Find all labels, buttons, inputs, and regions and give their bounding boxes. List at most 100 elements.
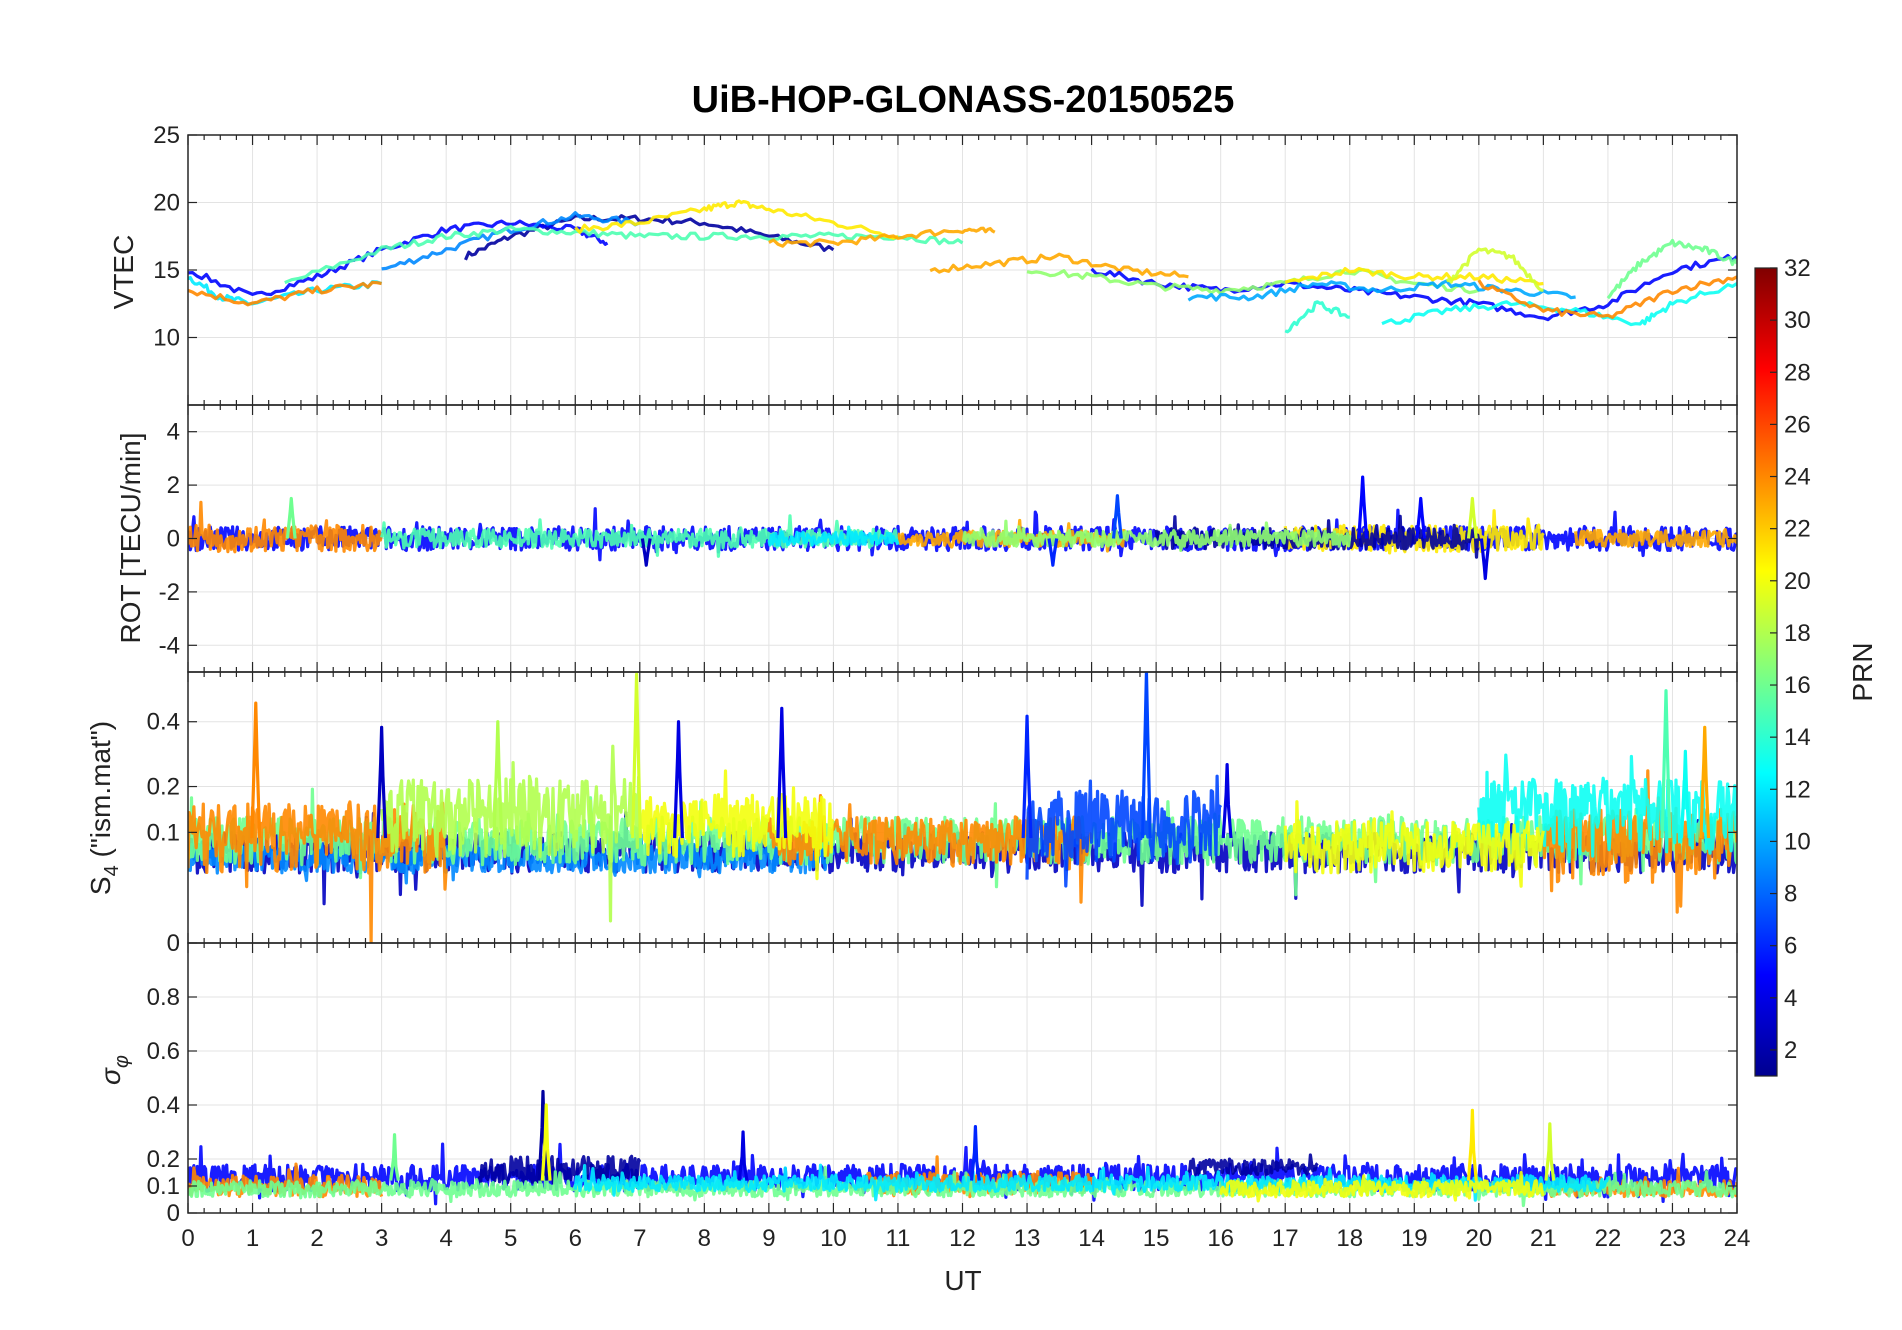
series-group — [188, 199, 1737, 334]
series-line-prn-15 — [380, 514, 900, 558]
y-tick-label: -4 — [159, 632, 180, 659]
series-line-prn-10 — [1187, 279, 1576, 302]
series-line-prn-2 — [1187, 1153, 1319, 1176]
y-tick-label: 4 — [167, 419, 180, 446]
series-line-prn-16 — [188, 1165, 1737, 1208]
y-tick-label: 0 — [167, 526, 180, 553]
rot-axis-label: ROT [TECU/min] — [115, 432, 146, 643]
sigma-axis-label: σφ — [95, 1055, 133, 1085]
x-tick-label: 21 — [1530, 1225, 1557, 1252]
x-tick-label: 11 — [885, 1225, 910, 1252]
spike-prn-4 — [673, 720, 684, 839]
spike-prn-3 — [640, 538, 652, 567]
y-tick-label: 20 — [153, 190, 180, 217]
panel-s4: 0 0.1 0.2 0.4 S4 ("ism.mat") — [85, 671, 1738, 957]
series-line-prn-23 — [768, 226, 996, 248]
x-tick-label: 4 — [439, 1225, 452, 1252]
series-line-prn-24 — [1477, 275, 1737, 319]
x-tick-label: 23 — [1659, 1225, 1686, 1252]
chart-title: UiB-HOP-GLONASS-20150525 — [692, 79, 1235, 121]
spike-prn-19 — [631, 672, 643, 839]
series-line-prn-19 — [1445, 247, 1544, 292]
series-line-prn-17 — [1026, 268, 1480, 296]
series-line-prn-5 — [188, 219, 609, 297]
spike-prn-4 — [737, 1130, 749, 1181]
colorbar-tick-label: 14 — [1784, 724, 1811, 751]
x-tick-label: 13 — [1014, 1225, 1041, 1252]
panel-rot: -4 -2 0 2 4 ROT [TECU/min] — [115, 404, 1738, 673]
x-tick-label: 17 — [1272, 1225, 1299, 1252]
series-line-prn-24 — [188, 280, 382, 307]
series-line-prn-13 — [1381, 282, 1737, 327]
x-tick-label: 14 — [1078, 1225, 1105, 1252]
colorbar-tick-label: 18 — [1784, 620, 1811, 647]
series-line-prn-20 — [638, 769, 835, 881]
colorbar-tick-label: 24 — [1784, 464, 1811, 491]
spike-prn-16 — [389, 1133, 400, 1181]
spike-prn-4 — [776, 706, 788, 839]
colorbar-tick-label: 4 — [1784, 985, 1797, 1012]
x-axis-ticks: 0 1 2 3 4 5 6 7 8 9 10 11 12 13 14 15 16 17 18 19 20 21 22 23 24 — [181, 1225, 1750, 1252]
s4-label-main: S — [85, 876, 116, 895]
series-line-prn-21 — [1284, 266, 1544, 286]
y-tick-label: 0 — [167, 930, 180, 957]
colorbar-tick-label: 22 — [1784, 516, 1811, 543]
spike-prn-4 — [1221, 763, 1233, 839]
x-tick-label: 6 — [569, 1225, 582, 1252]
y-tick-label: 0.4 — [147, 709, 180, 736]
s4-label-sub: 4 — [101, 865, 123, 876]
y-tick-label: 10 — [153, 325, 180, 352]
spike-prn-15 — [1660, 689, 1672, 839]
spike-prn-4 — [1479, 538, 1491, 581]
colorbar-tick-label: 30 — [1784, 307, 1811, 334]
x-axis-label: UT — [944, 1265, 981, 1296]
series-line-prn-18 — [380, 744, 642, 923]
colorbar-tick-label: 28 — [1784, 359, 1811, 386]
panel-vtec: 10 15 20 25 VTEC — [108, 122, 1738, 406]
spike-prn-23 — [1699, 725, 1711, 839]
y-tick-label: 25 — [153, 122, 180, 149]
series-line-prn-7 — [1025, 774, 1223, 888]
y-tick-label: 0.2 — [147, 774, 180, 801]
spike-prn-21 — [1466, 1108, 1478, 1181]
colorbar-tick-label: 10 — [1784, 828, 1811, 855]
spike-prn-20 — [540, 1103, 552, 1181]
spike-prn-24 — [250, 701, 262, 839]
spike-prn-7 — [1111, 494, 1123, 539]
x-tick-label: 16 — [1207, 1225, 1234, 1252]
y-tick-label: 0.2 — [147, 1146, 180, 1173]
series-line-prn-15 — [284, 224, 964, 285]
y-tick-label: 0.1 — [147, 1173, 180, 1200]
y-tick-label: -2 — [159, 579, 180, 606]
colorbar-tick-label: 20 — [1784, 568, 1811, 595]
spike-prn-6 — [1021, 714, 1033, 839]
y-tick-label: 0 — [167, 1200, 180, 1227]
x-tick-label: 3 — [375, 1225, 388, 1252]
colorbar-gradient — [1754, 267, 1778, 1077]
series-line-prn-16 — [1606, 238, 1737, 300]
spike-prn-6 — [1047, 538, 1059, 567]
x-tick-label: 19 — [1401, 1225, 1428, 1252]
y-tick-label: 0.4 — [147, 1092, 180, 1119]
x-tick-label: 9 — [762, 1225, 775, 1252]
spike-prn-18 — [492, 720, 504, 839]
y-tick-label: 0.8 — [147, 984, 180, 1011]
spike-prn-6 — [969, 1125, 981, 1181]
x-tick-label: 20 — [1465, 1225, 1492, 1252]
y-tick-label: 2 — [167, 472, 180, 499]
series-line-prn-23 — [929, 252, 1189, 279]
x-tick-label: 24 — [1724, 1225, 1751, 1252]
x-tick-label: 18 — [1336, 1225, 1363, 1252]
series-line-prn-20 — [1219, 1171, 1545, 1203]
s4-axis-label: S4 ("ism.mat") — [85, 721, 123, 895]
colorbar-tick-label: 26 — [1784, 411, 1811, 438]
spike-prn-19 — [1544, 1122, 1556, 1181]
spike-prn-3 — [376, 725, 388, 839]
series-line-prn-17 — [962, 519, 1352, 552]
x-tick-label: 15 — [1143, 1225, 1170, 1252]
sigma-label-sub: φ — [111, 1055, 133, 1068]
panel-sigma-phi: 00.10.2 0.4 0.6 0.8 σφ — [95, 942, 1738, 1227]
x-tick-label: 2 — [310, 1225, 323, 1252]
